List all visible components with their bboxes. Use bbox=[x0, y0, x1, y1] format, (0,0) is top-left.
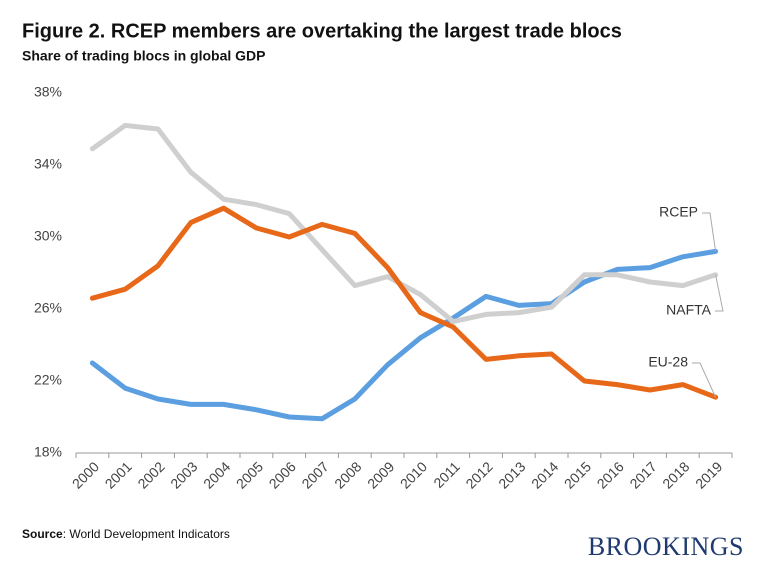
series-label: EU-28 bbox=[648, 354, 688, 370]
x-tick-label: 2002 bbox=[134, 458, 167, 491]
series-label: NAFTA bbox=[666, 302, 712, 318]
leader-line bbox=[702, 212, 717, 252]
x-tick-label: 2017 bbox=[626, 458, 659, 491]
x-tick-label: 2007 bbox=[298, 458, 331, 491]
y-tick-label: 38% bbox=[34, 84, 62, 100]
series-line bbox=[89, 122, 719, 325]
x-tick-label: 2016 bbox=[594, 458, 627, 491]
x-tick-label: 2009 bbox=[364, 458, 397, 491]
x-tick-label: 2000 bbox=[69, 458, 102, 491]
x-tick-label: 2018 bbox=[659, 458, 692, 491]
x-tick-label: 2019 bbox=[692, 458, 725, 491]
x-tick-label: 2008 bbox=[331, 458, 364, 491]
leader-line bbox=[692, 362, 717, 398]
y-tick-label: 26% bbox=[34, 300, 62, 316]
x-tick-label: 2011 bbox=[430, 458, 463, 491]
x-tick-label: 2014 bbox=[528, 458, 561, 491]
y-tick-label: 22% bbox=[34, 372, 62, 388]
x-tick-label: 2004 bbox=[200, 458, 233, 491]
series-label: RCEP bbox=[659, 204, 698, 220]
x-tick-label: 2010 bbox=[397, 458, 430, 491]
x-tick-label: 2006 bbox=[266, 458, 299, 491]
x-tick-label: 2001 bbox=[102, 458, 135, 491]
x-tick-label: 2005 bbox=[233, 458, 266, 491]
series-line bbox=[89, 248, 719, 422]
y-tick-label: 30% bbox=[34, 228, 62, 244]
series-line bbox=[89, 205, 719, 400]
chart-title: Figure 2. RCEP members are overtaking th… bbox=[22, 20, 622, 42]
x-tick-label: 2013 bbox=[495, 458, 528, 491]
source-label: Source bbox=[22, 527, 63, 541]
brand-logo: BROOKINGS bbox=[588, 532, 744, 561]
source: Source: World Development Indicators bbox=[22, 527, 230, 541]
y-tick-label: 18% bbox=[34, 444, 62, 460]
leader-line bbox=[715, 274, 724, 312]
x-tick-label: 2012 bbox=[462, 458, 495, 491]
y-tick-label: 34% bbox=[34, 156, 62, 172]
chart-subtitle: Share of trading blocs in global GDP bbox=[22, 48, 265, 64]
source-text: : World Development Indicators bbox=[63, 527, 230, 541]
x-tick-label: 2003 bbox=[167, 458, 200, 491]
x-tick-label: 2015 bbox=[561, 458, 594, 491]
